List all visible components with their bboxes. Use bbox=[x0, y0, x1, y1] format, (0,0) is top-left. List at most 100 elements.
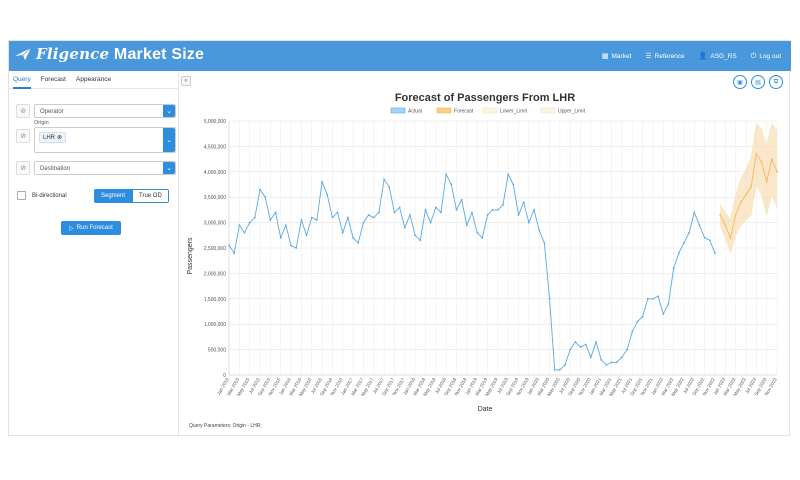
actual-point bbox=[264, 196, 267, 199]
tab-forecast[interactable]: Forecast bbox=[40, 76, 66, 83]
actual-point bbox=[326, 193, 329, 196]
save-icon[interactable]: ▣ bbox=[733, 75, 747, 89]
legend-swatch bbox=[436, 107, 452, 114]
actual-point bbox=[641, 315, 644, 318]
operator-placeholder: Operator bbox=[40, 109, 64, 115]
nav-reference[interactable]: ☰ Reference bbox=[645, 53, 684, 60]
actual-point bbox=[486, 214, 489, 216]
actual-point bbox=[434, 206, 437, 209]
checkbox-box[interactable] bbox=[17, 191, 26, 200]
actual-point bbox=[336, 211, 339, 214]
actual-point bbox=[248, 221, 251, 224]
y-tick-label: 500,000 bbox=[208, 348, 226, 354]
actual-point bbox=[347, 216, 349, 219]
operator-select[interactable]: Operator ⌄ bbox=[34, 104, 176, 118]
operator-exclude-icon[interactable]: ⊘ bbox=[16, 104, 30, 118]
forecast-point bbox=[719, 214, 722, 216]
legend-label: Upper_Limit bbox=[558, 109, 586, 115]
chevron-down-icon[interactable]: ⌄ bbox=[163, 162, 175, 174]
nav-logout[interactable]: ⏻ Log out bbox=[751, 53, 781, 60]
play-icon: ▷ bbox=[69, 225, 74, 232]
actual-point bbox=[243, 231, 246, 234]
actual-point bbox=[228, 244, 230, 247]
tab-query[interactable]: Query bbox=[13, 71, 31, 89]
forecast-point bbox=[750, 186, 753, 188]
chart-panel: « ▣ ▤ ⧉ Forecast of Passengers From LHR … bbox=[179, 71, 791, 437]
actual-point bbox=[367, 214, 370, 216]
bidirectional-checkbox[interactable]: Bi-directional bbox=[17, 191, 67, 200]
tag-remove-icon[interactable]: ⊗ bbox=[57, 135, 63, 141]
y-tick-label: 3,500,000 bbox=[204, 195, 226, 201]
segment-toggle: Segment True OD bbox=[94, 189, 169, 203]
actual-point bbox=[512, 183, 515, 186]
actual-point bbox=[522, 201, 525, 204]
chart-toolbar: ▣ ▤ ⧉ bbox=[733, 75, 783, 89]
true-od-button[interactable]: True OD bbox=[132, 189, 169, 203]
query-sidebar: Query Forecast Appearance ⊘ Operator ⌄ O… bbox=[9, 71, 179, 437]
actual-point bbox=[409, 214, 411, 216]
origin-label: Origin bbox=[34, 120, 49, 126]
chart-legend: Actual Forecast Lower_Limit Upper_Limit bbox=[390, 107, 586, 115]
chevron-down-icon[interactable]: ⌄ bbox=[163, 128, 175, 152]
actual-point bbox=[238, 224, 241, 227]
run-forecast-label: Run Forecast bbox=[76, 225, 113, 231]
chevron-down-icon[interactable]: ⌄ bbox=[163, 105, 175, 117]
forecast-point bbox=[745, 193, 747, 196]
actual-point bbox=[579, 346, 582, 348]
app-title: Fligence Market Size bbox=[36, 45, 204, 64]
actual-point bbox=[233, 252, 236, 254]
destination-exclude-icon[interactable]: ⊘ bbox=[16, 161, 30, 175]
chart-grid bbox=[228, 120, 778, 376]
actual-point bbox=[388, 186, 391, 188]
destination-select[interactable]: Destination ⌄ bbox=[34, 161, 176, 175]
product-name: Market Size bbox=[113, 45, 205, 63]
actual-point bbox=[605, 363, 608, 366]
export-icon[interactable]: ⧉ bbox=[769, 75, 783, 89]
bidirectional-label: Bi-directional bbox=[32, 192, 67, 199]
run-forecast-button[interactable]: ▷ Run Forecast bbox=[61, 221, 121, 235]
actual-series-line bbox=[228, 172, 716, 371]
actual-point bbox=[321, 181, 323, 183]
actual-point bbox=[460, 198, 463, 201]
app-header: Fligence Market Size ▦ Market ☰ Referenc… bbox=[9, 41, 791, 71]
origin-exclude-icon[interactable]: ⊘ bbox=[16, 129, 30, 143]
chart-points bbox=[228, 153, 778, 371]
upper-limit-line bbox=[719, 122, 778, 221]
forecast-point bbox=[765, 181, 768, 183]
tab-appearance[interactable]: Appearance bbox=[76, 76, 112, 83]
y-tick-label: 4,500,000 bbox=[204, 144, 226, 150]
actual-point bbox=[352, 236, 354, 239]
actual-point bbox=[646, 297, 649, 300]
actual-point bbox=[403, 226, 406, 229]
actual-point bbox=[305, 234, 308, 237]
actual-point bbox=[693, 211, 696, 214]
document-icon[interactable]: ▤ bbox=[751, 75, 765, 89]
forecast-series-line bbox=[719, 152, 778, 240]
actual-point bbox=[714, 252, 716, 254]
actual-point bbox=[295, 247, 298, 249]
list-icon: ☰ bbox=[645, 52, 652, 60]
y-tick-label: 2,500,000 bbox=[204, 246, 226, 252]
segment-button[interactable]: Segment bbox=[94, 189, 133, 203]
actual-point bbox=[341, 231, 344, 234]
nav-user[interactable]: 👤 ASG_RS bbox=[699, 53, 737, 60]
origin-select[interactable]: LHR ⊗ ⌄ bbox=[34, 127, 176, 153]
collapse-sidebar-icon[interactable]: « bbox=[181, 76, 191, 86]
actual-point bbox=[331, 216, 334, 219]
forecast-chart: Forecast of Passengers From LHR Actual Fo… bbox=[187, 92, 778, 413]
actual-point bbox=[672, 267, 675, 270]
actual-point bbox=[657, 295, 659, 298]
sidebar-tabs: Query Forecast Appearance bbox=[9, 71, 178, 89]
origin-tag[interactable]: LHR ⊗ bbox=[39, 132, 67, 143]
actual-point bbox=[708, 239, 711, 242]
chart-lines bbox=[228, 152, 778, 371]
actual-point bbox=[631, 330, 634, 333]
logo[interactable]: Fligence Market Size bbox=[13, 44, 204, 64]
actual-point bbox=[372, 216, 375, 219]
nav-market[interactable]: ▦ Market bbox=[602, 53, 632, 60]
y-tick-label: 1,500,000 bbox=[204, 297, 226, 303]
y-tick-label: 5,000,000 bbox=[204, 119, 226, 125]
actual-point bbox=[300, 219, 303, 221]
y-tick-label: 0 bbox=[223, 373, 226, 379]
